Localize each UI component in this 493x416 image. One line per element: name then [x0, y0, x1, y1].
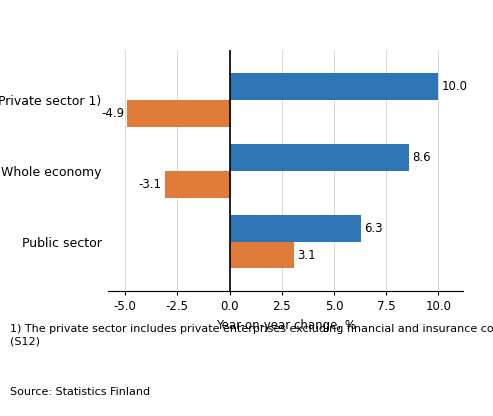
Bar — [230, 73, 438, 99]
Bar — [230, 242, 294, 268]
Text: Source: Statistics Finland: Source: Statistics Finland — [10, 387, 150, 397]
Text: 8.6: 8.6 — [412, 151, 431, 163]
Bar — [230, 144, 409, 171]
Text: 3.1: 3.1 — [297, 248, 316, 262]
Bar — [127, 99, 230, 126]
Bar — [165, 171, 230, 198]
Bar — [230, 215, 361, 242]
X-axis label: Year-on-year change, %: Year-on-year change, % — [216, 319, 356, 332]
Text: 6.3: 6.3 — [364, 222, 383, 235]
Text: 1) The private sector includes private enterprises excluding financial and insur: 1) The private sector includes private e… — [10, 324, 493, 346]
Text: 10.0: 10.0 — [442, 79, 467, 93]
Text: -3.1: -3.1 — [139, 178, 162, 191]
Text: -4.9: -4.9 — [101, 106, 124, 119]
